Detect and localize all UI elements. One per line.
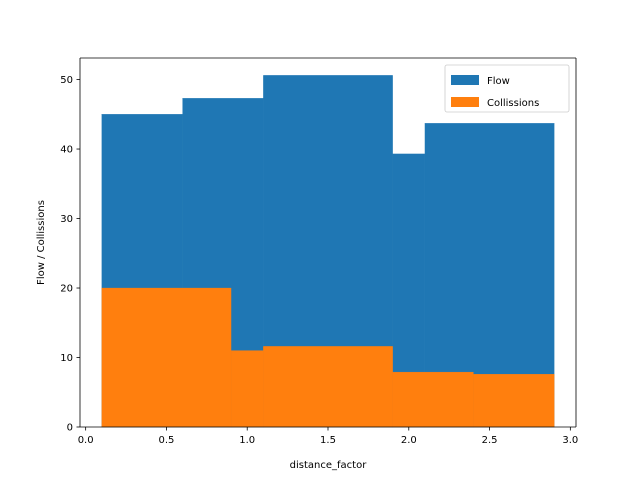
series-collissions: [101, 287, 555, 428]
bars-layer: [101, 75, 555, 428]
axes-layer: [79, 57, 577, 428]
y-tick-label: 30: [60, 214, 73, 225]
x-tick-label: 2.0: [401, 435, 417, 446]
x-tick-label: 2.5: [482, 435, 498, 446]
bar-collissions-0: [101, 287, 232, 428]
y-tick-label: 10: [60, 353, 73, 364]
y-tick-label: 40: [60, 145, 73, 156]
x-tick-label: 3.0: [562, 435, 578, 446]
bar-collissions-1: [230, 350, 264, 428]
x-tick-label: 0.0: [78, 435, 94, 446]
x-tick-label: 1.0: [239, 435, 255, 446]
legend-swatch-collissions: [451, 97, 479, 107]
legend-swatch-flow: [451, 75, 479, 85]
y-tick-label: 0: [67, 423, 73, 434]
y-tick-label: 50: [60, 75, 73, 86]
bar-collissions-3: [392, 371, 474, 428]
x-tick-label: 1.5: [320, 435, 336, 446]
legend-label-collissions: Collissions: [487, 98, 539, 109]
bar-collissions-2: [263, 346, 393, 428]
legend-label-flow: Flow: [487, 76, 510, 87]
x-axis-label: distance_factor: [290, 460, 368, 471]
bar-collissions-4: [473, 374, 555, 428]
ticks-layer: 0.0 0.5 1.0 1.5 2.0 2.5 3.0 0 10 20 30 40 50: [60, 75, 578, 446]
legend: Flow Collissions: [444, 64, 570, 113]
y-tick-label: 20: [60, 284, 73, 295]
y-axis-label: Flow / Collissions: [36, 200, 47, 285]
x-tick-label: 0.5: [158, 435, 174, 446]
